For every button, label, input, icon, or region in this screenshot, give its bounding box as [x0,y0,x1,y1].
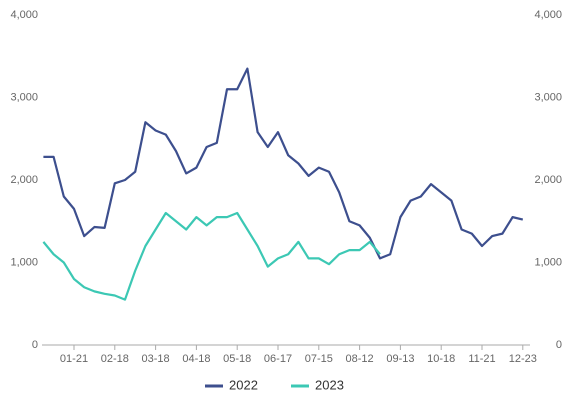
line-series [43,67,524,260]
x-tick-label: 11-21 [468,353,495,365]
y2-tick-label: 0 [556,339,562,351]
y2-tick-label: 2,000 [534,174,562,186]
x-tick-label: 06-17 [264,353,292,365]
y2-tick-label: 3,000 [534,91,562,103]
x-tick-label: 03-18 [142,353,170,365]
y-tick-label: 0 [32,339,38,351]
legend-label: 2022 [229,377,258,392]
y-tick-label: 2,000 [10,174,38,186]
y2-tick-label: 1,000 [534,256,562,268]
x-tick-label: 12-23 [509,353,537,365]
y2-tick-label: 4,000 [534,9,562,21]
x-tick-label: 07-15 [305,353,333,365]
x-tick-label: 09-13 [386,353,414,365]
x-tick-label: 02-18 [101,353,129,365]
x-tick-label: 05-18 [223,353,251,365]
line-series [42,211,381,301]
x-tick-label: 10-18 [427,353,455,365]
x-tick-label: 08-12 [346,353,374,365]
x-tick-label: 04-18 [182,353,210,365]
y-tick-label: 3,000 [10,91,38,103]
legend-label: 2023 [315,377,344,392]
y-tick-label: 4,000 [10,9,38,21]
y-tick-label: 1,000 [10,256,38,268]
x-tick-label: 01-21 [60,353,88,365]
